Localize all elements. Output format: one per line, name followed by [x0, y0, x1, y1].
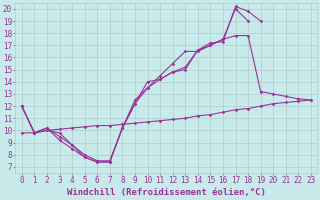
X-axis label: Windchill (Refroidissement éolien,°C): Windchill (Refroidissement éolien,°C) — [67, 188, 266, 197]
